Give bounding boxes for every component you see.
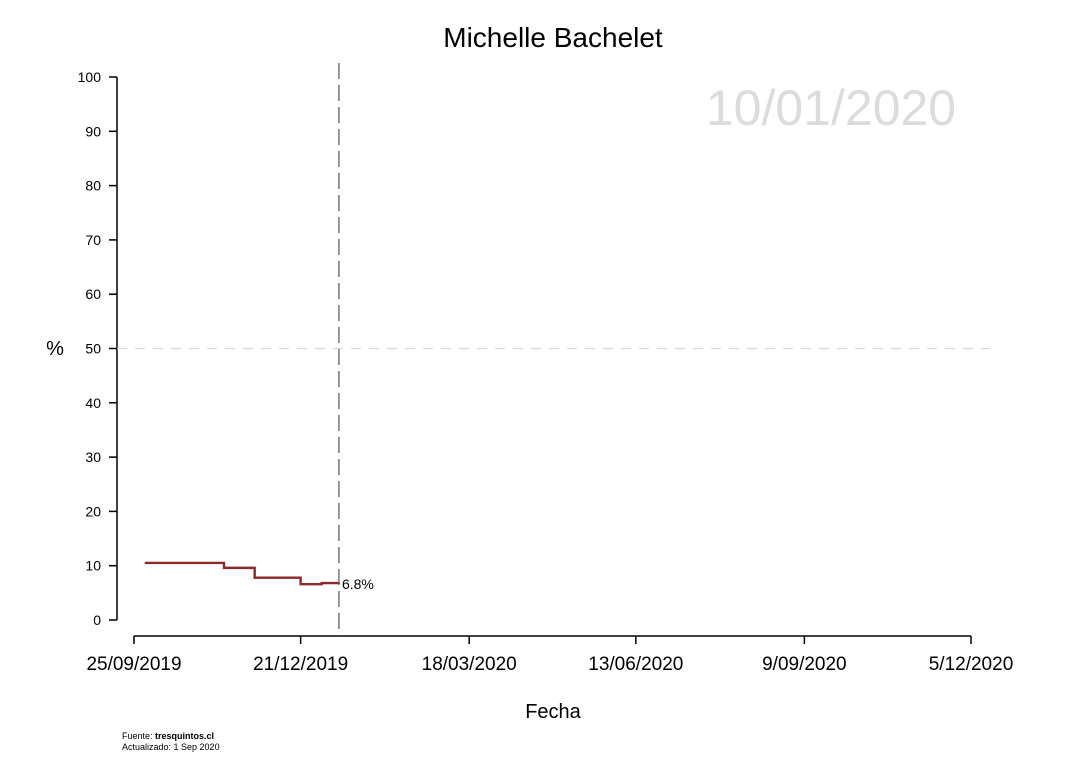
y-tick-label: 40 [85, 395, 101, 411]
data-point [320, 582, 323, 585]
y-tick-label: 80 [85, 178, 101, 194]
footer-updated: Actualizado: 1 Sep 2020 [122, 742, 220, 752]
data-point [299, 583, 302, 586]
end-value-label: 6.8% [342, 576, 374, 592]
y-tick-label: 70 [85, 232, 101, 248]
data-point [253, 576, 256, 579]
y-tick-label: 90 [85, 123, 101, 139]
x-tick-label: 9/09/2020 [762, 654, 847, 675]
data-point [144, 561, 147, 564]
y-tick-label: 0 [93, 612, 101, 628]
watermark-date: 10/01/2020 [706, 80, 956, 136]
x-axis-label: Fecha [525, 701, 581, 723]
data-point [223, 566, 226, 569]
footer-source-prefix: Fuente: [122, 731, 156, 741]
y-tick-label: 50 [85, 341, 101, 357]
y-axis-label: % [46, 338, 64, 360]
series-line [145, 561, 339, 586]
data-point [337, 582, 340, 585]
x-tick-label: 5/12/2020 [929, 654, 1014, 675]
y-tick-label: 20 [85, 503, 101, 519]
chart-title: Michelle Bachelet [443, 22, 663, 53]
y-tick-label: 60 [85, 286, 101, 302]
footer-source: Fuente: tresquintos.cl [122, 731, 214, 742]
y-tick-label: 100 [78, 69, 102, 85]
x-tick-label: 18/03/2020 [422, 654, 517, 675]
x-tick-label: 13/06/2020 [588, 654, 683, 675]
y-tick-label: 30 [85, 449, 101, 465]
axes: 0 10 20 30 40 50 60 70 80 90 100 25/09/2019 21/12/20… [78, 69, 1014, 675]
x-tick-label: 25/09/2019 [86, 654, 181, 675]
footer-source-name: tresquintos.cl [155, 731, 215, 741]
y-tick-label: 10 [85, 558, 101, 574]
x-tick-label: 21/12/2019 [253, 654, 348, 675]
marks: 6.8% [117, 63, 990, 636]
